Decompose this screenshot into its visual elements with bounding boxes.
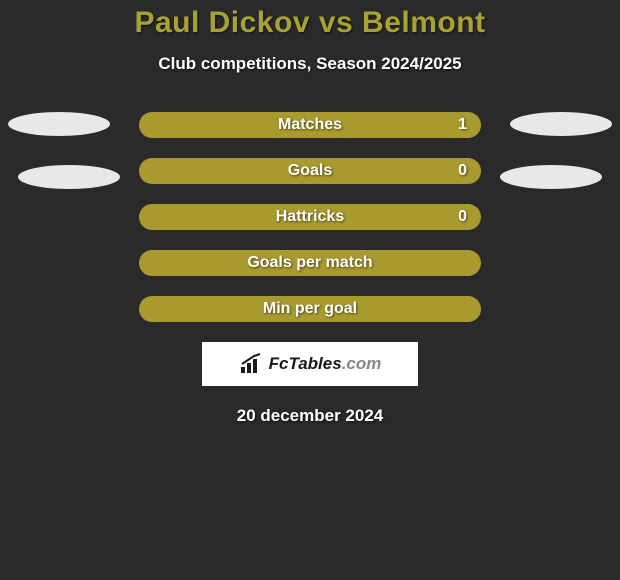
stat-bars: Matches 1 Goals 0 Hattricks 0 Goals per … (139, 112, 481, 322)
page-subtitle: Club competitions, Season 2024/2025 (0, 54, 620, 74)
stat-label: Matches (278, 116, 342, 134)
stat-label: Goals (288, 162, 332, 180)
brand-main: Tables (288, 354, 341, 373)
root-container: Paul Dickov vs Belmont Club competitions… (0, 0, 620, 426)
stat-label: Min per goal (263, 300, 357, 318)
stat-bar-hattricks: Hattricks 0 (139, 204, 481, 230)
footer-date: 20 december 2024 (0, 406, 620, 426)
stat-value: 1 (458, 116, 467, 134)
stat-bar-min-per-goal: Min per goal (139, 296, 481, 322)
chart-icon (239, 353, 263, 375)
brand-suffix: .com (342, 354, 382, 373)
page-title: Paul Dickov vs Belmont (0, 6, 620, 40)
brand-logo-box: FcTables.com (202, 342, 418, 386)
stat-value: 0 (458, 162, 467, 180)
player-photo-left-2 (18, 165, 120, 189)
stat-value: 0 (458, 208, 467, 226)
brand-prefix: Fc (269, 354, 289, 373)
stat-bar-goals-per-match: Goals per match (139, 250, 481, 276)
stat-bar-matches: Matches 1 (139, 112, 481, 138)
player-photo-right-1 (510, 112, 612, 136)
player-photo-left-1 (8, 112, 110, 136)
brand-text: FcTables.com (269, 354, 382, 374)
player-photo-right-2 (500, 165, 602, 189)
stat-label: Hattricks (276, 208, 344, 226)
stat-label: Goals per match (247, 254, 372, 272)
stats-area: Matches 1 Goals 0 Hattricks 0 Goals per … (0, 112, 620, 322)
stat-bar-goals: Goals 0 (139, 158, 481, 184)
